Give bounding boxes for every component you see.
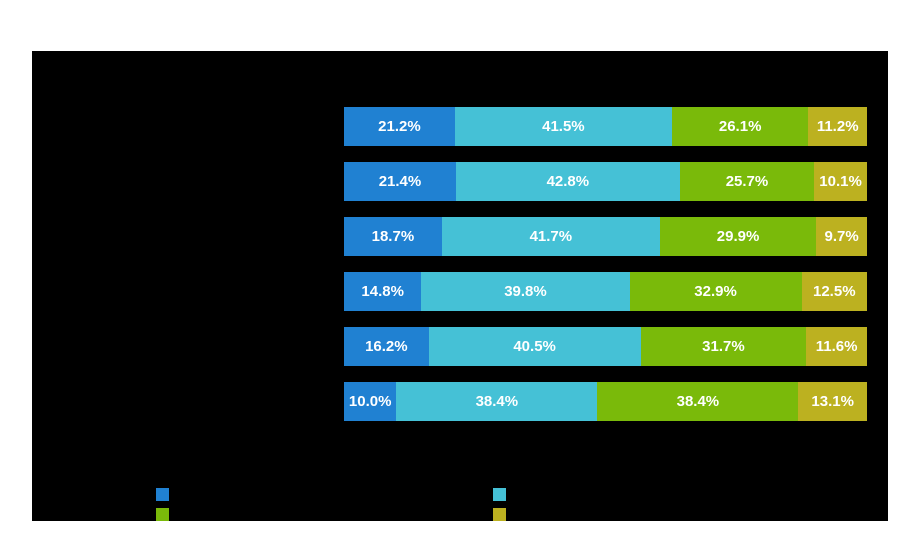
value-label: 25.7% xyxy=(725,173,769,190)
value-label: 26.1% xyxy=(718,118,762,135)
bar-row: 18.7% 41.7% 29.9% 9.7% xyxy=(344,217,867,256)
value-label: 14.8% xyxy=(361,283,404,300)
bar-segment-cyan: 38.4% xyxy=(396,382,598,421)
value-label: 11.6% xyxy=(815,338,858,355)
value-label: 13.1% xyxy=(811,393,854,410)
value-label: 18.7% xyxy=(371,228,415,245)
value-label: 32.9% xyxy=(694,283,737,300)
bar-segment-blue: 18.7% xyxy=(344,217,442,256)
bar-row: 14.8% 39.8% 32.9% 12.5% xyxy=(344,272,867,311)
value-label: 41.7% xyxy=(529,228,573,245)
bar-segment-cyan: 42.8% xyxy=(455,162,680,201)
bar-segment-blue: 21.4% xyxy=(344,162,456,201)
bar-segment-green: 38.4% xyxy=(597,382,799,421)
legend-swatch-cyan xyxy=(493,488,506,501)
value-label: 16.2% xyxy=(365,338,408,355)
bar-segment-cyan: 40.5% xyxy=(428,327,641,366)
bar-row: 16.2% 40.5% 31.7% 11.6% xyxy=(344,327,867,366)
value-label: 31.7% xyxy=(702,338,745,355)
value-label: 12.5% xyxy=(813,283,856,300)
bar-segment-olive: 9.7% xyxy=(816,217,867,256)
bar-segment-cyan: 39.8% xyxy=(421,272,630,311)
value-label: 38.4% xyxy=(676,393,720,410)
bar-row: 21.2% 41.5% 26.1% 11.2% xyxy=(344,107,867,146)
bar-segment-olive: 11.2% xyxy=(808,107,867,146)
bar-segment-olive: 12.5% xyxy=(801,272,867,311)
bar-segment-cyan: 41.7% xyxy=(441,217,660,256)
legend xyxy=(32,51,888,521)
bars-area: 21.2% 41.5% 26.1% 11.2% 21.4% 42.8% 25.7% 10.1%… xyxy=(344,107,867,421)
bar-segment-green: 25.7% xyxy=(679,162,815,201)
value-label: 38.4% xyxy=(475,393,519,410)
value-label: 29.9% xyxy=(716,228,760,245)
legend-swatch-green xyxy=(156,508,169,521)
value-label: 40.5% xyxy=(513,338,556,355)
bar-segment-green: 26.1% xyxy=(671,107,809,146)
bar-segment-olive: 11.6% xyxy=(806,327,867,366)
bar-segment-green: 29.9% xyxy=(659,217,817,256)
bar-segment-green: 31.7% xyxy=(640,327,807,366)
value-label: 42.8% xyxy=(546,173,590,190)
bar-segment-green: 32.9% xyxy=(629,272,802,311)
bar-segment-blue: 10.0% xyxy=(344,382,397,421)
value-label: 21.2% xyxy=(378,118,421,135)
value-label: 39.8% xyxy=(504,283,547,300)
value-label: 11.2% xyxy=(816,118,859,135)
bar-row: 21.4% 42.8% 25.7% 10.1% xyxy=(344,162,867,201)
value-label: 10.0% xyxy=(348,393,392,410)
bar-segment-blue: 14.8% xyxy=(344,272,422,311)
bar-segment-olive: 10.1% xyxy=(814,162,867,201)
bar-segment-olive: 13.1% xyxy=(798,382,867,421)
value-label: 9.7% xyxy=(824,228,859,245)
value-label: 10.1% xyxy=(819,173,862,190)
chart-panel: 21.2% 41.5% 26.1% 11.2% 21.4% 42.8% 25.7% 10.1%… xyxy=(32,51,888,521)
legend-swatch-olive xyxy=(493,508,506,521)
legend-swatch-blue xyxy=(156,488,169,501)
bar-segment-blue: 21.2% xyxy=(344,107,455,146)
value-label: 41.5% xyxy=(542,118,585,135)
bar-row: 10.0% 38.4% 38.4% 13.1% xyxy=(344,382,867,421)
bar-segment-cyan: 41.5% xyxy=(454,107,672,146)
bar-segment-blue: 16.2% xyxy=(344,327,429,366)
value-label: 21.4% xyxy=(378,173,422,190)
